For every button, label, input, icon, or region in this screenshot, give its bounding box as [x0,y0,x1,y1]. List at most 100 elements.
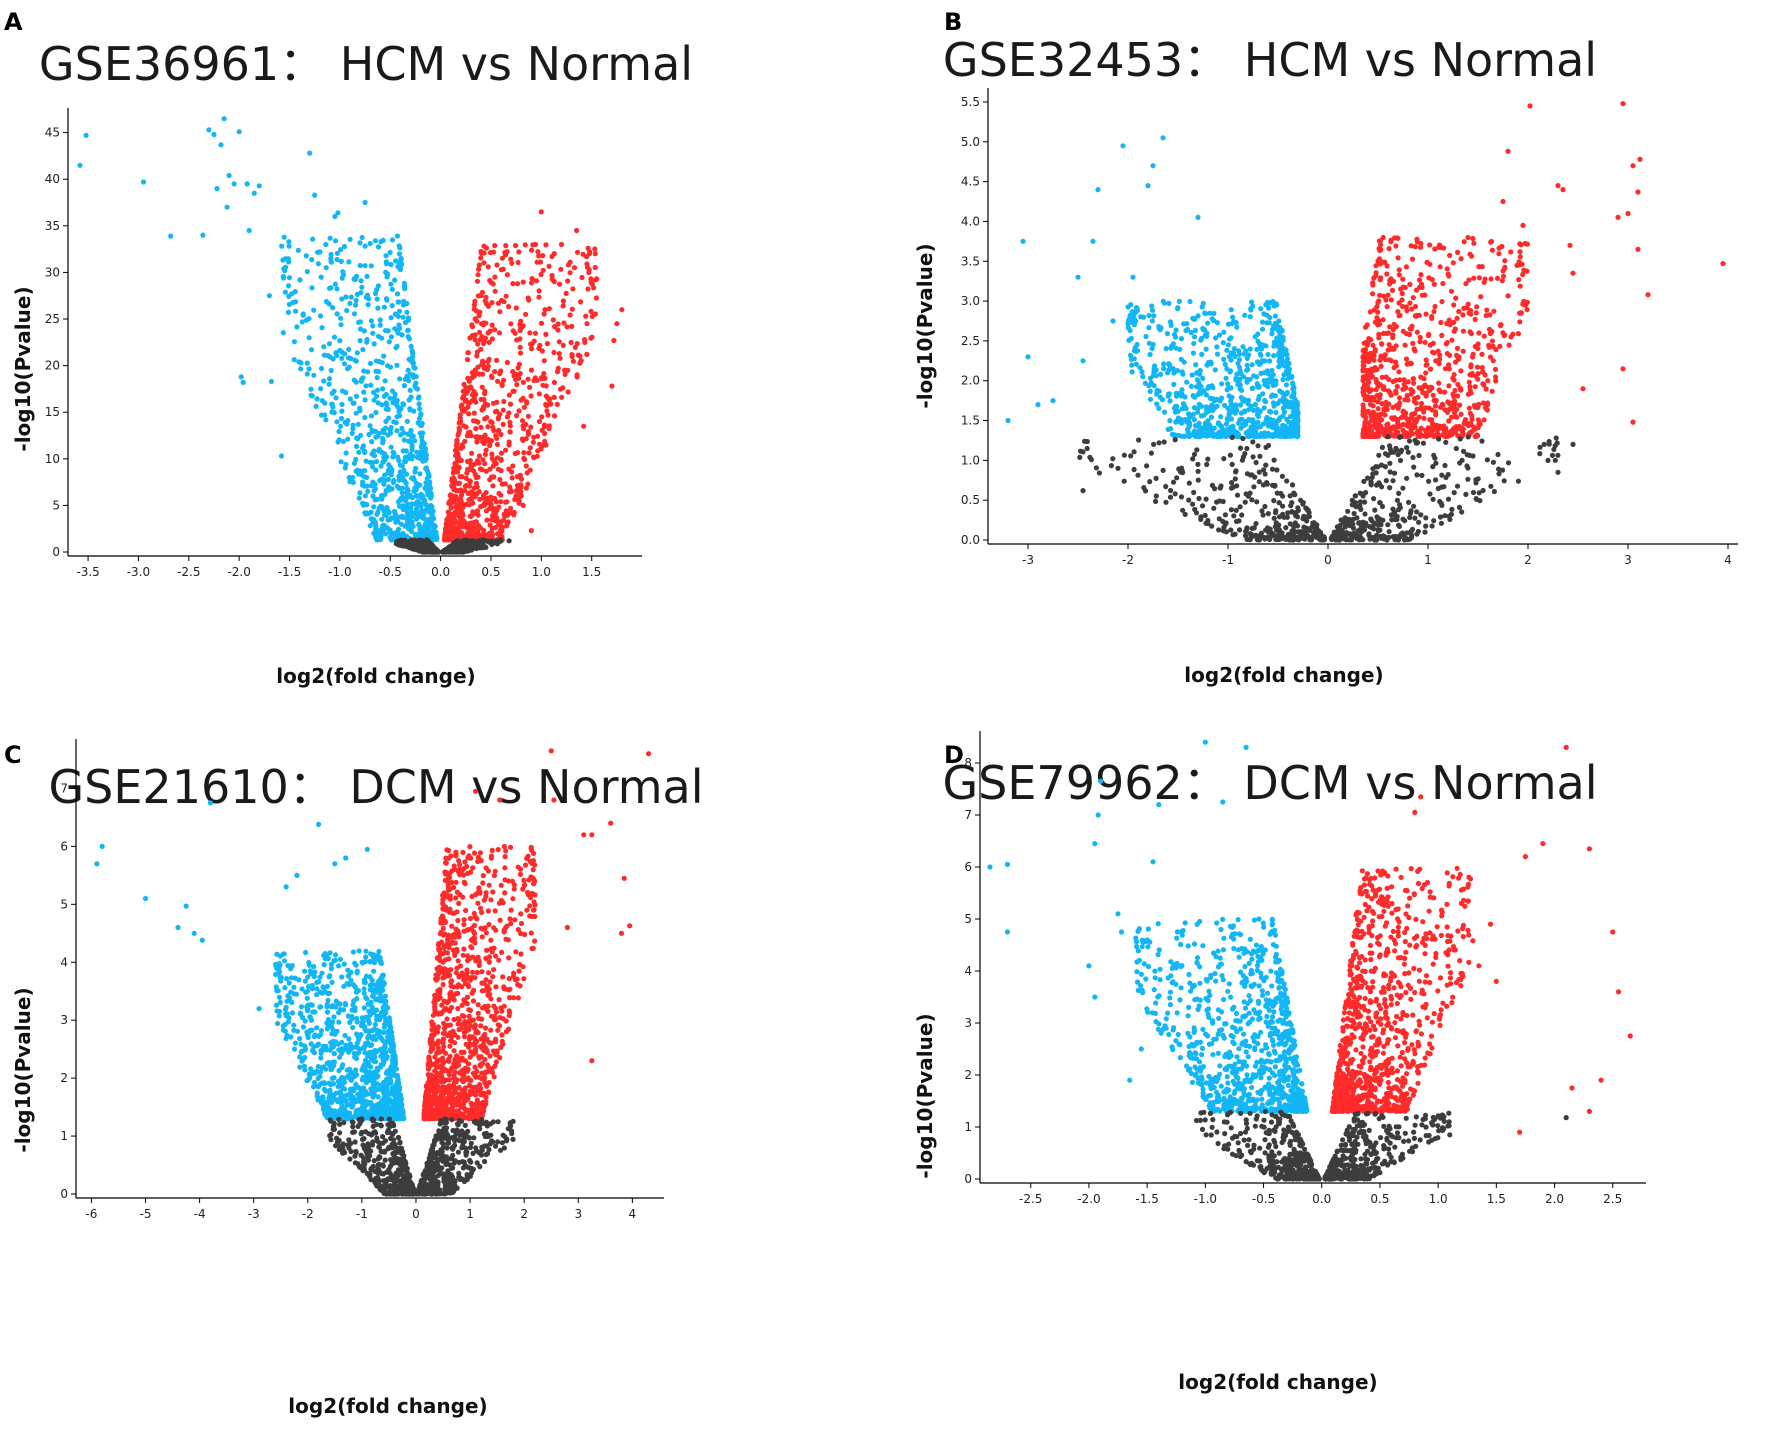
x-tick-label: 1 [1424,553,1432,567]
ns-gene-point [1220,498,1226,505]
ns-gene-point [1454,483,1461,489]
up-gene-point [1393,359,1399,365]
up-gene-point [1390,424,1396,430]
down-gene-point [1160,298,1166,304]
down-gene-point [1211,310,1217,317]
down-gene-point [361,368,367,374]
up-gene-point [478,255,484,261]
panel-a-svg: A GSE36961： HCM vs Normal -3.5 -3.0 -2.5 -2… [4,8,693,688]
up-gene-point [1384,422,1390,428]
up-gene-point [504,523,510,529]
down-gene-point [353,273,360,279]
ns-gene-point [1253,521,1259,527]
up-gene-point [1502,258,1508,264]
down-gene-point [1165,370,1171,376]
down-gene-point [1147,388,1153,394]
down-gene-point [413,374,419,380]
down-gene-point [393,258,399,264]
up-gene-point [1403,304,1409,310]
down-gene-point [1180,401,1187,407]
up-gene-point [1505,293,1511,299]
up-gene-point [454,437,460,443]
up-gene-point [585,286,591,292]
down-gene-point [1219,381,1225,387]
up-gene-point [1381,384,1387,390]
down-gene-point [353,393,360,399]
ns-gene-point [1279,473,1285,479]
up-gene-point [1402,342,1408,348]
up-gene-point [499,297,505,304]
up-gene-point [483,468,489,474]
down-gene-point [1273,409,1279,416]
down-gene-point [401,283,408,289]
down-gene-point [211,131,217,138]
up-gene-point [501,398,507,405]
down-gene-point [318,386,324,392]
up-gene-point [476,262,482,268]
ns-gene-point [1250,454,1256,460]
y-tick-label: 0.0 [961,533,980,547]
up-gene-point [1384,271,1390,277]
up-gene-point [527,467,533,473]
ns-gene-point [1436,436,1442,442]
ns-gene-point [498,538,504,544]
ns-gene-point [1230,484,1236,490]
down-gene-point [360,347,366,353]
up-gene-point [499,528,505,534]
up-gene-point [534,377,540,383]
down-gene-point [1178,433,1185,439]
down-gene-point [1127,314,1133,320]
up-gene-point [1442,407,1448,413]
down-gene-point [311,372,317,378]
ns-gene-point [1383,478,1389,484]
ns-gene-point [1314,522,1320,528]
up-gene-point [489,419,495,426]
down-gene-point [1220,340,1226,346]
ns-gene-point [1229,434,1235,440]
ns-gene-point [1247,531,1253,537]
ns-gene-point [1211,505,1217,511]
down-gene-point [353,456,359,463]
up-gene-point [1367,355,1373,362]
ns-gene-point [1256,537,1262,543]
down-gene-point [377,317,383,323]
down-gene-point [404,510,411,516]
up-gene-point [1500,268,1506,274]
up-gene-point [1386,357,1392,363]
up-gene-point [1518,242,1524,248]
down-gene-point [334,256,340,263]
down-gene-point [1281,399,1287,405]
up-gene-point [1412,348,1418,354]
ns-gene-point [1234,492,1241,498]
up-gene-point [474,508,481,514]
ns-gene-point [1262,471,1268,477]
down-gene-point [1230,423,1236,429]
up-gene-point [1386,401,1392,407]
ns-gene-point [1294,514,1301,520]
ns-gene-point [1419,472,1425,478]
down-gene-point [379,504,385,510]
down-gene-point [1289,393,1295,400]
up-gene-point [1416,277,1423,283]
down-gene-point [388,334,394,340]
ns-gene-point [1163,499,1169,505]
up-gene-point [1468,364,1474,370]
ns-gene-point [1537,451,1543,457]
ns-gene-point [1190,501,1196,507]
down-gene-point [354,291,360,297]
down-gene-point [338,315,344,321]
down-gene-point [1161,366,1167,372]
ns-gene-point [1077,448,1084,454]
ns-gene-point [1274,490,1280,496]
down-gene-point [319,325,325,331]
down-gene-point [1295,418,1301,424]
down-gene-point [424,475,430,481]
ns-gene-point [1499,467,1506,473]
up-gene-point [1453,414,1459,420]
up-gene-point [511,388,517,394]
up-gene-point [471,302,477,308]
up-gene-point [1481,417,1487,423]
up-gene-point [488,494,494,500]
down-gene-point [383,400,389,406]
up-gene-point [512,496,518,503]
